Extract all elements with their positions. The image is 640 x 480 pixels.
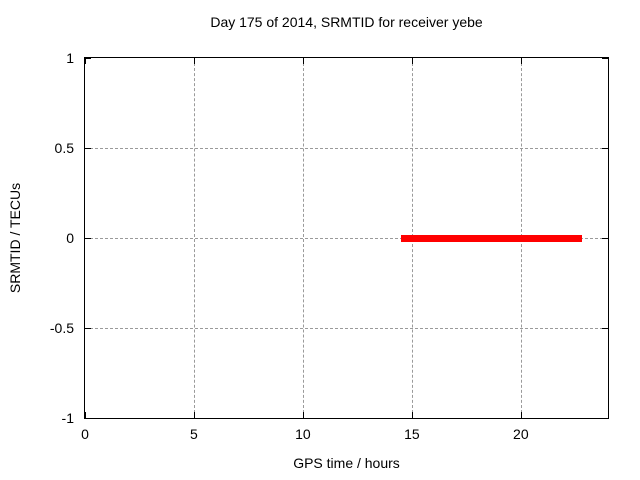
x-tick-mark-bottom <box>411 412 413 418</box>
x-tick-label: 0 <box>81 426 89 442</box>
x-tick-mark-top <box>411 58 413 64</box>
y-tick-mark-left <box>85 328 91 329</box>
y-tick-mark-right <box>602 328 608 329</box>
x-axis-label: GPS time / hours <box>293 455 400 471</box>
y-tick-label: 0.5 <box>54 140 74 156</box>
x-tick-label: 5 <box>190 426 198 442</box>
x-tick-mark-bottom <box>193 412 195 418</box>
chart-title: Day 175 of 2014, SRMTID for receiver yeb… <box>210 14 483 30</box>
y-tick-mark-left <box>85 418 91 419</box>
plot-area <box>84 57 609 419</box>
x-tick-mark-bottom <box>302 412 304 418</box>
y-tick-mark-left <box>85 238 91 239</box>
y-gridline <box>85 148 608 149</box>
y-tick-mark-right <box>602 418 608 419</box>
x-tick-label: 10 <box>295 426 311 442</box>
y-tick-label: 1 <box>66 50 74 66</box>
x-tick-mark-bottom <box>85 412 86 418</box>
x-tick-label: 20 <box>513 426 529 442</box>
series-segment <box>400 234 582 242</box>
y-tick-mark-right <box>602 238 608 239</box>
y-tick-mark-right <box>602 58 608 59</box>
y-tick-mark-left <box>85 148 91 149</box>
y-tick-mark-right <box>602 148 608 149</box>
y-gridline <box>85 328 608 329</box>
x-tick-label: 15 <box>404 426 420 442</box>
y-tick-mark-left <box>85 58 91 59</box>
y-gridline <box>85 238 608 239</box>
x-tick-mark-top <box>85 58 86 64</box>
y-tick-label: 0 <box>66 230 74 246</box>
y-tick-label: -1 <box>61 410 74 426</box>
y-tick-label: -0.5 <box>49 320 74 336</box>
x-tick-mark-bottom <box>520 412 522 418</box>
x-tick-mark-top <box>193 58 195 64</box>
x-tick-mark-top <box>302 58 304 64</box>
x-tick-mark-top <box>520 58 522 64</box>
